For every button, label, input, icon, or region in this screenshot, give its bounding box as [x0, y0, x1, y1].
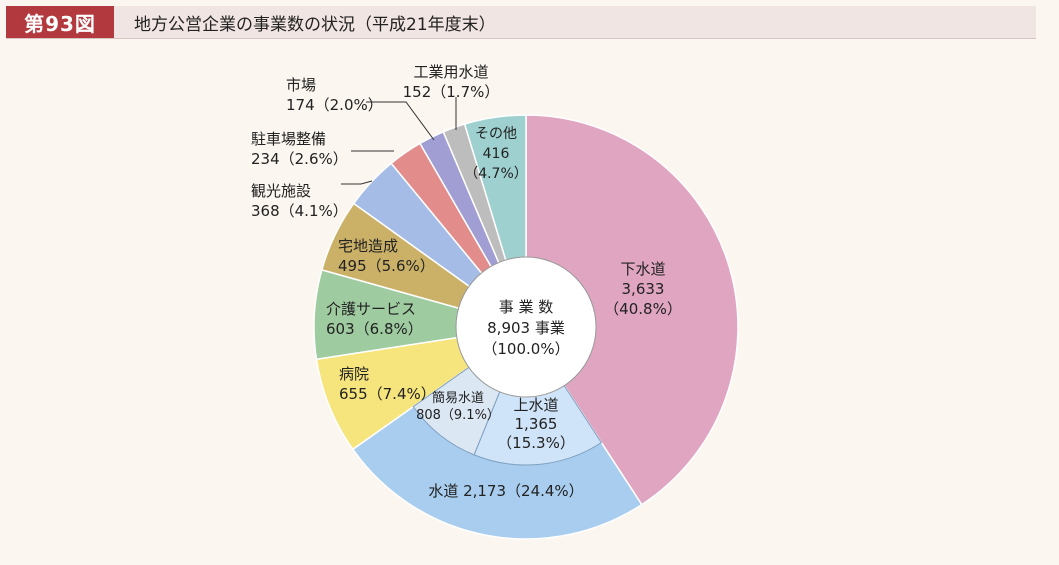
leader-line-5 — [341, 180, 373, 185]
slice-labels: 下水道 3,633 （40.8%） 水道 2,173（24.4%） 病院 655（7.4%… — [251, 63, 682, 500]
slice-label-2: 病院 655（7.4%） — [339, 365, 436, 403]
water-subslice-label-0: 上水道 1,365 （15.3%） — [497, 396, 575, 452]
slice-label-5: 観光施設 368（4.1%） — [251, 182, 348, 220]
slice-label-9: その他 416 （4.7%） — [464, 126, 528, 182]
pie-chart: 下水道 3,633 （40.8%） 水道 2,173（24.4%） 病院 655（7.4%… — [251, 63, 739, 540]
slice-label-4: 宅地造成 495（5.6%） — [338, 237, 435, 275]
center-label-total: 8,903 事業 — [487, 319, 565, 337]
slice-label-1: 水道 2,173（24.4%） — [428, 482, 583, 500]
center-hole — [455, 256, 597, 398]
water-subslice-label-1: 簡易水道 808（9.1%） — [416, 391, 500, 423]
chart-area: 下水道 3,633 （40.8%） 水道 2,173（24.4%） 病院 655（7.4%… — [6, 44, 1052, 561]
slice-label-0: 下水道 3,633 （40.8%） — [604, 260, 682, 318]
leader-lines — [341, 97, 457, 185]
slice-label-7: 市場 174（2.0%） — [286, 76, 383, 114]
slice-label-3: 介護サービス 603（6.8%） — [326, 300, 423, 338]
slice-label-8: 工業用水道 152（1.7%） — [403, 63, 500, 101]
slice-label-6: 駐車場整備 234（2.6%） — [251, 130, 348, 168]
figure-number-badge: 第93図 — [6, 6, 114, 38]
center-label-title: 事 業 数 — [499, 298, 554, 316]
leader-line-7 — [366, 101, 435, 141]
figure-header: 第93図 地方公営企業の事業数の状況（平成21年度末） — [6, 6, 1036, 39]
figure-title: 地方公営企業の事業数の状況（平成21年度末） — [134, 14, 496, 35]
center-label-percent: （100.0%） — [482, 340, 569, 358]
